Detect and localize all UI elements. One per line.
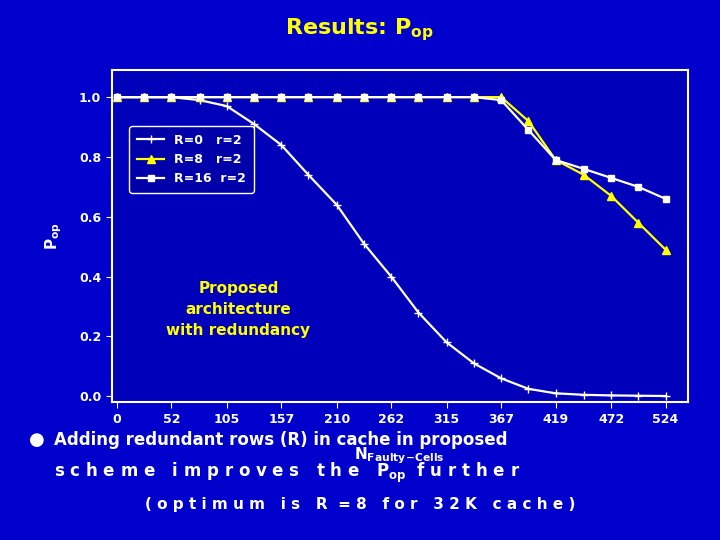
R=8   r=2 bbox=[442, 94, 451, 100]
R=0   r=2 bbox=[442, 339, 451, 346]
R=0   r=2 bbox=[661, 393, 670, 399]
Line: R=0   r=2: R=0 r=2 bbox=[112, 93, 670, 400]
R=16  r=2 bbox=[112, 94, 121, 100]
R=16  r=2 bbox=[469, 94, 478, 100]
R=8   r=2 bbox=[167, 94, 176, 100]
R=16  r=2 bbox=[360, 94, 369, 100]
Text: ( o p t i m u m   i s   R  = 8   f o r   3 2 K   c a c h e ): ( o p t i m u m i s R = 8 f o r 3 2 K c … bbox=[145, 497, 575, 512]
R=0   r=2 bbox=[414, 309, 423, 316]
R=0   r=2 bbox=[304, 172, 312, 178]
R=0   r=2 bbox=[387, 273, 395, 280]
R=0   r=2 bbox=[607, 392, 616, 399]
R=8   r=2 bbox=[580, 172, 588, 178]
R=8   r=2 bbox=[414, 94, 423, 100]
R=16  r=2 bbox=[277, 94, 286, 100]
R=16  r=2 bbox=[552, 157, 560, 163]
Text: s c h e m e   i m p r o v e s   t h e   $\mathbf{P_{op}}$  f u r t h e r: s c h e m e i m p r o v e s t h e $\math… bbox=[54, 461, 520, 484]
R=8   r=2 bbox=[607, 193, 616, 199]
R=16  r=2 bbox=[250, 94, 258, 100]
R=0   r=2 bbox=[140, 94, 148, 100]
R=0   r=2 bbox=[250, 121, 258, 127]
R=16  r=2 bbox=[580, 166, 588, 172]
R=0   r=2 bbox=[333, 201, 341, 208]
R=16  r=2 bbox=[497, 97, 505, 103]
Text: ●: ● bbox=[29, 431, 45, 449]
R=8   r=2 bbox=[497, 94, 505, 100]
R=8   r=2 bbox=[360, 94, 369, 100]
R=8   r=2 bbox=[140, 94, 148, 100]
R=0   r=2 bbox=[524, 386, 533, 392]
R=0   r=2 bbox=[360, 240, 369, 247]
Text: $\mathbf{N}_{\mathbf{Faulty\!-\!Cells}}$: $\mathbf{N}_{\mathbf{Faulty\!-\!Cells}}$ bbox=[354, 446, 445, 466]
R=8   r=2 bbox=[222, 94, 231, 100]
R=0   r=2 bbox=[222, 103, 231, 109]
R=0   r=2 bbox=[277, 142, 286, 149]
R=16  r=2 bbox=[607, 174, 616, 181]
R=8   r=2 bbox=[250, 94, 258, 100]
R=8   r=2 bbox=[552, 157, 560, 163]
R=16  r=2 bbox=[167, 94, 176, 100]
R=0   r=2 bbox=[195, 97, 204, 103]
R=8   r=2 bbox=[469, 94, 478, 100]
R=8   r=2 bbox=[524, 118, 533, 124]
R=0   r=2 bbox=[112, 94, 121, 100]
R=16  r=2 bbox=[442, 94, 451, 100]
R=8   r=2 bbox=[634, 220, 643, 226]
R=0   r=2 bbox=[167, 94, 176, 100]
R=16  r=2 bbox=[634, 184, 643, 190]
Legend: R=0   r=2, R=8   r=2, R=16  r=2: R=0 r=2, R=8 r=2, R=16 r=2 bbox=[130, 126, 253, 193]
Text: Proposed
architecture
with redundancy: Proposed architecture with redundancy bbox=[166, 281, 310, 338]
R=16  r=2 bbox=[387, 94, 395, 100]
R=0   r=2 bbox=[469, 360, 478, 367]
R=8   r=2 bbox=[387, 94, 395, 100]
R=0   r=2 bbox=[580, 392, 588, 398]
R=8   r=2 bbox=[661, 246, 670, 253]
R=0   r=2 bbox=[552, 390, 560, 396]
R=8   r=2 bbox=[304, 94, 312, 100]
R=16  r=2 bbox=[304, 94, 312, 100]
Text: Adding redundant rows (R) in cache in proposed: Adding redundant rows (R) in cache in pr… bbox=[54, 431, 508, 449]
R=8   r=2 bbox=[195, 94, 204, 100]
R=16  r=2 bbox=[140, 94, 148, 100]
R=0   r=2 bbox=[497, 375, 505, 382]
R=16  r=2 bbox=[195, 94, 204, 100]
R=16  r=2 bbox=[333, 94, 341, 100]
Line: R=8   r=2: R=8 r=2 bbox=[112, 93, 670, 254]
R=0   r=2 bbox=[634, 393, 643, 399]
Line: R=16  r=2: R=16 r=2 bbox=[113, 93, 669, 202]
R=8   r=2 bbox=[333, 94, 341, 100]
R=16  r=2 bbox=[222, 94, 231, 100]
R=16  r=2 bbox=[661, 195, 670, 202]
Text: $\mathbf{P}_{\mathbf{op}}$: $\mathbf{P}_{\mathbf{op}}$ bbox=[44, 222, 64, 250]
R=8   r=2 bbox=[112, 94, 121, 100]
Text: Results: $\mathbf{P_{op}}$: Results: $\mathbf{P_{op}}$ bbox=[285, 16, 435, 43]
R=8   r=2 bbox=[277, 94, 286, 100]
R=16  r=2 bbox=[524, 127, 533, 133]
R=16  r=2 bbox=[414, 94, 423, 100]
